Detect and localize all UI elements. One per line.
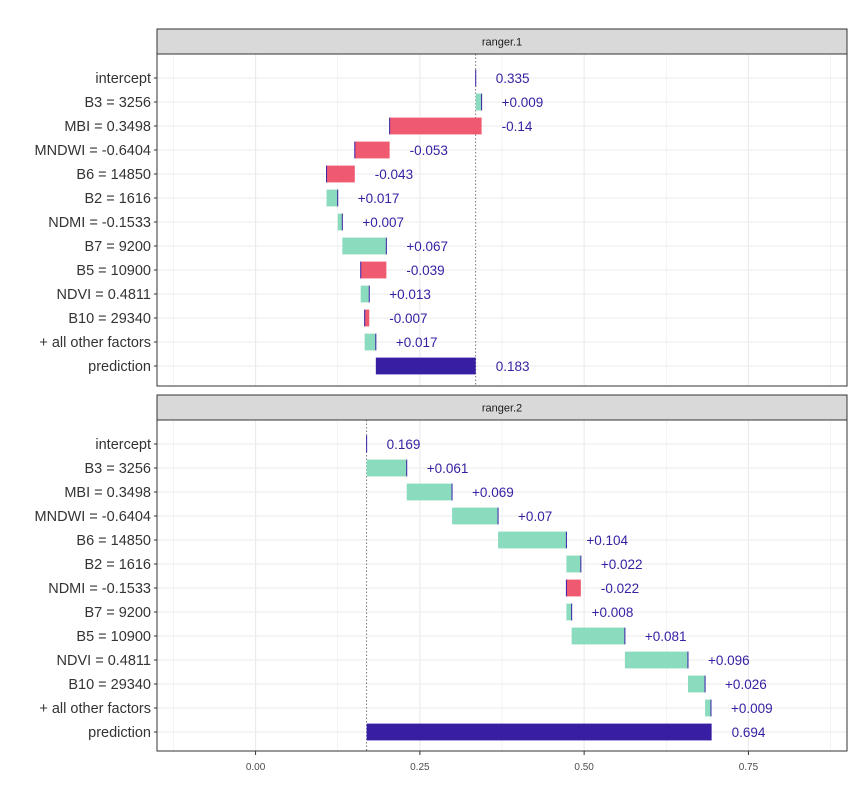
value-label: +0.008 (592, 605, 634, 620)
x-tick-label: 0.00 (246, 762, 266, 773)
category-label: B3 = 3256 (84, 95, 151, 111)
value-label: 0.694 (732, 725, 766, 740)
bar-contribution (337, 213, 343, 231)
category-label: MBI = 0.3498 (64, 485, 151, 501)
category-label: B10 = 29340 (68, 677, 151, 693)
value-label: +0.07 (518, 509, 552, 524)
bar-contribution (687, 675, 706, 693)
category-label: intercept (95, 71, 151, 87)
panel-strip (156, 394, 848, 421)
x-tick-label: 0.25 (410, 762, 430, 773)
category-label: B2 = 1616 (84, 191, 151, 207)
category-label: NDMI = -0.1533 (48, 581, 151, 597)
x-tick-label: 0.50 (574, 762, 594, 773)
category-label: B7 = 9200 (84, 605, 151, 621)
bar-contribution (389, 117, 482, 135)
value-label: 0.335 (496, 71, 530, 86)
value-label: +0.026 (725, 677, 767, 692)
category-label: B6 = 14850 (76, 167, 151, 183)
value-label: +0.017 (396, 335, 438, 350)
panel-border (156, 53, 848, 387)
category-label: + all other factors (39, 335, 151, 351)
bar-contribution (571, 627, 625, 645)
value-label: +0.067 (406, 239, 448, 254)
panel-border (156, 419, 848, 752)
x-tick-label: 0.75 (739, 762, 759, 773)
value-label: +0.069 (472, 485, 514, 500)
value-label: +0.009 (502, 95, 544, 110)
bar-contribution (452, 507, 499, 525)
category-label: prediction (88, 725, 151, 741)
category-label: B5 = 10900 (76, 629, 151, 645)
value-label: -0.007 (389, 311, 427, 326)
bar-contribution (364, 333, 376, 351)
category-label: NDMI = -0.1533 (48, 215, 151, 231)
bar-contribution (498, 531, 567, 549)
bar-contribution (360, 285, 370, 303)
category-label: + all other factors (39, 701, 151, 717)
category-label: intercept (95, 437, 151, 453)
value-label: +0.013 (389, 287, 431, 302)
bar-contribution (566, 555, 581, 573)
value-label: -0.14 (502, 119, 533, 134)
bar-prediction (375, 357, 476, 375)
value-label: +0.096 (708, 653, 750, 668)
panel-strip (156, 28, 848, 55)
bar-contribution (566, 579, 581, 597)
bar-contribution (624, 651, 688, 669)
bar-contribution (475, 93, 482, 111)
value-label: +0.009 (731, 701, 773, 716)
category-label: prediction (88, 359, 151, 375)
value-label: -0.039 (406, 263, 444, 278)
bar-contribution (360, 261, 387, 279)
value-label: +0.017 (358, 191, 400, 206)
category-label: MNDWI = -0.6404 (35, 509, 151, 525)
value-label: +0.104 (586, 533, 628, 548)
category-label: B5 = 10900 (76, 263, 151, 279)
bar-contribution (342, 237, 387, 255)
value-label: +0.007 (362, 215, 404, 230)
bar-contribution (366, 459, 407, 477)
value-label: 0.183 (496, 359, 530, 374)
bar-contribution (326, 189, 338, 207)
category-label: NDVI = 0.4811 (57, 287, 151, 303)
category-label: MNDWI = -0.6404 (35, 143, 151, 159)
bar-contribution (705, 699, 711, 717)
value-label: +0.022 (601, 557, 643, 572)
category-label: MBI = 0.3498 (64, 119, 151, 135)
bar-contribution (566, 603, 572, 621)
value-label: -0.022 (601, 581, 639, 596)
value-label: +0.061 (427, 461, 469, 476)
value-label: +0.081 (645, 629, 687, 644)
bar-prediction (366, 723, 712, 741)
bar-contribution (406, 483, 453, 501)
value-label: -0.043 (375, 167, 413, 182)
category-label: B2 = 1616 (84, 557, 151, 573)
bar-contribution (326, 165, 355, 183)
panel-title: ranger.1 (482, 37, 522, 49)
value-label: 0.169 (387, 437, 421, 452)
category-label: B6 = 14850 (76, 533, 151, 549)
category-label: B7 = 9200 (84, 239, 151, 255)
category-label: B10 = 29340 (68, 311, 151, 327)
panel-title: ranger.2 (482, 403, 522, 415)
category-label: B3 = 3256 (84, 461, 151, 477)
value-label: -0.053 (410, 143, 448, 158)
bar-contribution (354, 141, 390, 159)
bar-contribution (364, 309, 370, 327)
category-label: NDVI = 0.4811 (57, 653, 151, 669)
